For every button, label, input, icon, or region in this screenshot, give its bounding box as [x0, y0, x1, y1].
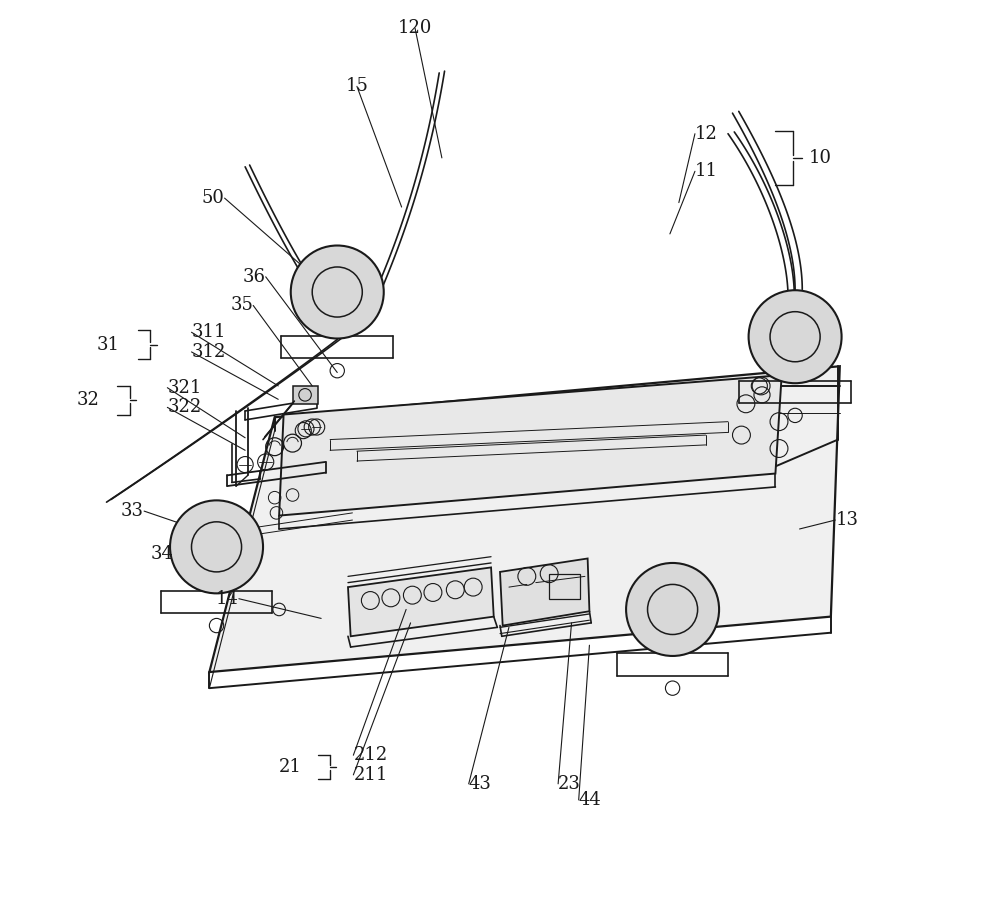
Text: 120: 120 — [398, 19, 432, 37]
Text: 14: 14 — [216, 589, 239, 608]
Text: 10: 10 — [809, 149, 832, 167]
Text: 322: 322 — [167, 398, 202, 416]
Text: 43: 43 — [469, 775, 492, 793]
Text: 21: 21 — [279, 758, 301, 776]
Circle shape — [749, 291, 842, 383]
Text: 311: 311 — [191, 323, 226, 341]
Circle shape — [291, 246, 384, 338]
Polygon shape — [348, 568, 494, 636]
Text: 212: 212 — [353, 746, 388, 764]
Circle shape — [170, 501, 263, 593]
Text: 13: 13 — [835, 511, 858, 529]
Text: 33: 33 — [121, 502, 144, 520]
Text: 32: 32 — [77, 391, 99, 409]
Polygon shape — [500, 559, 589, 625]
Bar — [549, 574, 580, 598]
Text: 50: 50 — [202, 189, 225, 207]
Text: 11: 11 — [695, 162, 718, 180]
Bar — [293, 386, 318, 404]
Text: 34: 34 — [151, 545, 174, 563]
Text: 15: 15 — [345, 77, 368, 95]
Circle shape — [626, 563, 719, 656]
Text: 211: 211 — [353, 766, 388, 784]
Text: 31: 31 — [97, 335, 120, 353]
Polygon shape — [209, 366, 840, 672]
Text: 44: 44 — [579, 791, 601, 809]
Polygon shape — [279, 375, 782, 516]
Text: 312: 312 — [191, 343, 226, 361]
Text: 12: 12 — [695, 125, 718, 143]
Text: 321: 321 — [167, 379, 202, 396]
Text: 35: 35 — [230, 296, 253, 315]
Text: 36: 36 — [243, 268, 266, 286]
Text: 23: 23 — [558, 775, 581, 793]
